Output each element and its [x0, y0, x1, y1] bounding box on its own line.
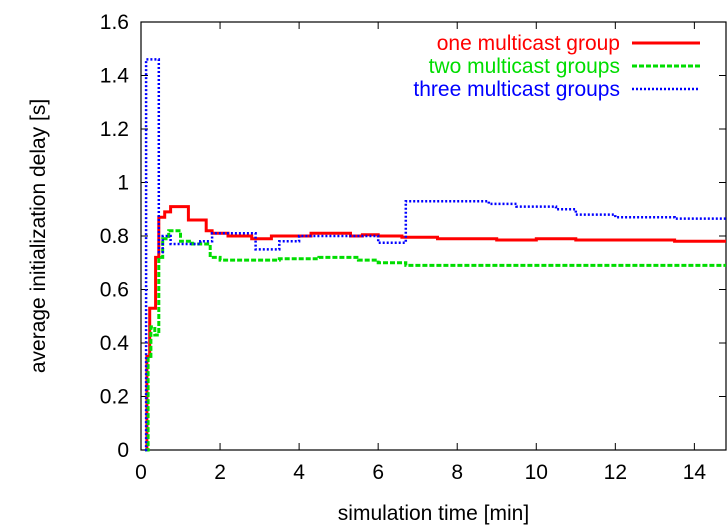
y-tick-label: 0.6 [100, 279, 129, 302]
x-axis-label: simulation time [min] [338, 502, 529, 525]
x-tick-label: 4 [293, 461, 305, 484]
y-tick-label: 1 [117, 172, 129, 195]
y-axis-label: average initialization delay [s] [27, 99, 50, 373]
x-tick-label: 12 [604, 461, 627, 484]
y-tick-label: 1.2 [100, 118, 129, 141]
x-tick-label: 10 [525, 461, 548, 484]
series-layer [144, 58, 726, 452]
x-tick-label: 6 [372, 461, 384, 484]
series-line-one-multicast-group [145, 205, 726, 452]
x-tick-label: 14 [683, 461, 707, 484]
legend-label-two-multicast-groups: two multicast groups [429, 55, 620, 78]
y-tick-label: 0.4 [100, 332, 130, 355]
y-tick-label: 0 [117, 439, 129, 462]
legend-label-one-multicast-group: one multicast group [437, 32, 620, 55]
x-tick-label: 8 [451, 461, 463, 484]
legend-label-three-multicast-groups: three multicast groups [413, 78, 620, 101]
y-axis-ticks: 0 0.2 0.4 0.6 0.8 1 1.2 1.4 1.6 [100, 11, 726, 462]
y-tick-label: 1.4 [100, 65, 130, 88]
x-axis-ticks: 0 2 4 6 8 10 12 14 [135, 22, 706, 484]
series-line-three-multicast-groups [144, 58, 726, 452]
series-line-two-multicast-groups [145, 229, 726, 452]
x-tick-label: 0 [135, 461, 147, 484]
x-tick-label: 2 [214, 461, 226, 484]
y-tick-label: 0.2 [100, 386, 129, 409]
y-tick-label: 1.6 [100, 11, 129, 34]
y-tick-label: 0.8 [100, 225, 129, 248]
